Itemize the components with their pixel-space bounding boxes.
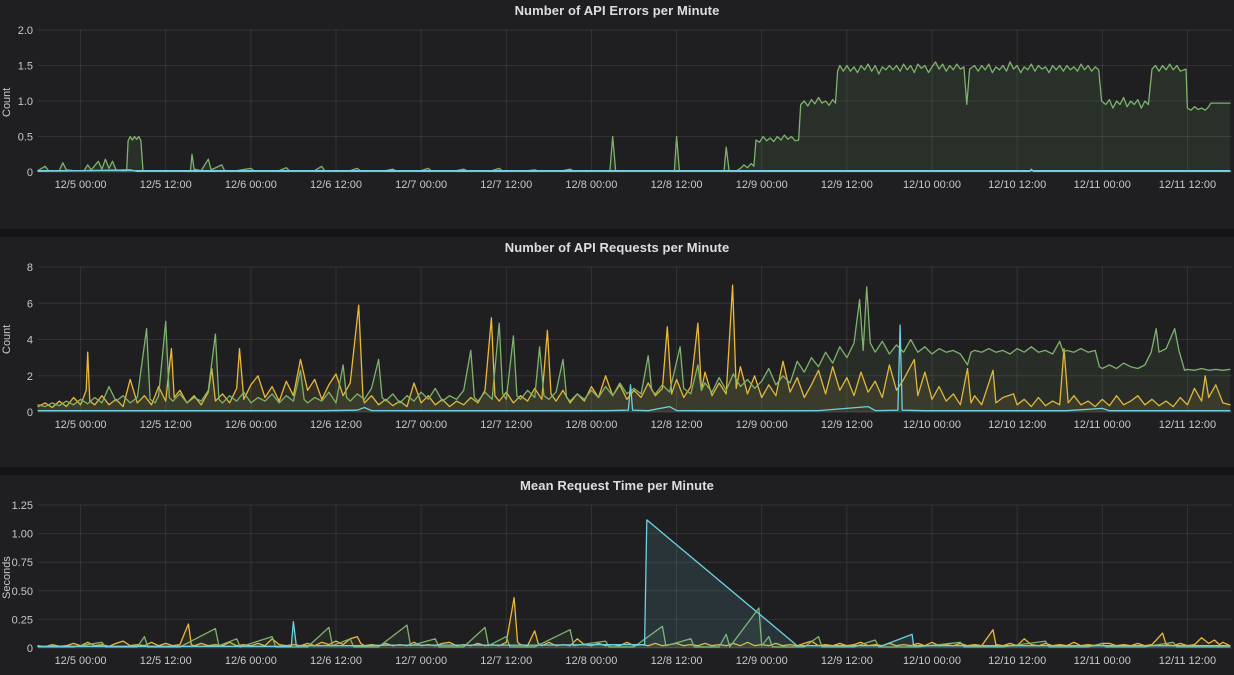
y-axis-unit-label: Seconds	[1, 556, 13, 599]
svg-text:0.50: 0.50	[12, 586, 33, 598]
svg-text:12/9 00:00: 12/9 00:00	[736, 419, 788, 431]
svg-text:12/10 12:00: 12/10 12:00	[988, 179, 1046, 191]
svg-text:12/11 00:00: 12/11 00:00	[1074, 419, 1131, 431]
svg-text:12/8 00:00: 12/8 00:00	[565, 655, 617, 667]
y-axis-unit-label: Count	[1, 324, 13, 355]
svg-text:12/11 00:00: 12/11 00:00	[1074, 655, 1131, 667]
svg-text:12/7 00:00: 12/7 00:00	[395, 419, 447, 431]
panel-mean-request-time: Mean Request Time per Minute Seconds 0 0.…	[0, 475, 1234, 675]
svg-text:2.0: 2.0	[18, 25, 33, 37]
svg-text:12/5 12:00: 12/5 12:00	[140, 419, 192, 431]
svg-text:12/6 12:00: 12/6 12:00	[310, 179, 362, 191]
svg-text:6: 6	[27, 298, 33, 310]
svg-text:12/10 00:00: 12/10 00:00	[903, 179, 961, 191]
svg-text:12/7 00:00: 12/7 00:00	[395, 179, 447, 191]
svg-text:1.5: 1.5	[18, 61, 33, 73]
svg-text:12/8 00:00: 12/8 00:00	[565, 179, 617, 191]
svg-text:12/7 12:00: 12/7 12:00	[480, 655, 532, 667]
svg-text:1.0: 1.0	[18, 96, 33, 108]
svg-text:0.5: 0.5	[18, 132, 33, 144]
svg-text:1.25: 1.25	[12, 500, 33, 512]
svg-text:12/8 12:00: 12/8 12:00	[651, 419, 703, 431]
svg-text:12/6 12:00: 12/6 12:00	[310, 419, 362, 431]
svg-text:1.00: 1.00	[12, 529, 33, 541]
svg-text:12/10 00:00: 12/10 00:00	[903, 655, 961, 667]
svg-text:8: 8	[27, 262, 33, 274]
svg-text:12/9 12:00: 12/9 12:00	[821, 419, 873, 431]
svg-text:12/9 00:00: 12/9 00:00	[736, 179, 788, 191]
svg-text:12/7 12:00: 12/7 12:00	[480, 419, 532, 431]
svg-text:12/5 00:00: 12/5 00:00	[55, 419, 107, 431]
svg-text:12/5 12:00: 12/5 12:00	[140, 179, 192, 191]
panel-api-requests: Number of API Requests per Minute Count …	[0, 237, 1234, 467]
y-axis-unit-label: Count	[1, 87, 13, 118]
chart-plot-area-mean-time[interactable]: 0 0.25 0.50 0.75 1.00 1.25 12/5 00:00 12/5 12:0…	[0, 475, 1234, 675]
svg-text:0: 0	[27, 407, 33, 419]
svg-text:12/9 12:00: 12/9 12:00	[821, 655, 873, 667]
svg-text:12/7 00:00: 12/7 00:00	[395, 655, 447, 667]
svg-text:12/6 00:00: 12/6 00:00	[225, 179, 277, 191]
svg-text:12/11 12:00: 12/11 12:00	[1159, 179, 1216, 191]
svg-text:12/6 00:00: 12/6 00:00	[225, 419, 277, 431]
svg-text:12/6 00:00: 12/6 00:00	[225, 655, 277, 667]
svg-text:12/5 00:00: 12/5 00:00	[55, 179, 107, 191]
svg-text:12/10 12:00: 12/10 12:00	[988, 655, 1046, 667]
panel-title-api-requests[interactable]: Number of API Requests per Minute	[504, 240, 730, 255]
svg-text:12/8 00:00: 12/8 00:00	[565, 419, 617, 431]
svg-text:12/11 00:00: 12/11 00:00	[1074, 179, 1131, 191]
svg-text:12/10 12:00: 12/10 12:00	[988, 419, 1046, 431]
svg-text:12/8 12:00: 12/8 12:00	[651, 179, 703, 191]
svg-text:12/8 12:00: 12/8 12:00	[651, 655, 703, 667]
panel-title-mean-request-time[interactable]: Mean Request Time per Minute	[520, 478, 714, 493]
panel-title-api-errors[interactable]: Number of API Errors per Minute	[514, 3, 720, 18]
svg-text:12/6 12:00: 12/6 12:00	[310, 655, 362, 667]
svg-text:2: 2	[27, 371, 33, 383]
svg-text:12/5 00:00: 12/5 00:00	[55, 655, 107, 667]
svg-text:4: 4	[27, 335, 33, 347]
svg-text:12/5 12:00: 12/5 12:00	[140, 655, 192, 667]
svg-text:12/9 00:00: 12/9 00:00	[736, 655, 788, 667]
svg-text:0.75: 0.75	[12, 557, 33, 569]
chart-plot-area-errors[interactable]: 0 0.5 1.0 1.5 2.0 12/5 00:00 12/5 12:00 12/6 00…	[0, 0, 1234, 229]
svg-text:0: 0	[27, 167, 33, 179]
svg-text:0.25: 0.25	[12, 614, 33, 626]
svg-text:12/10 00:00: 12/10 00:00	[903, 419, 961, 431]
svg-text:12/11 12:00: 12/11 12:00	[1159, 419, 1216, 431]
svg-text:12/7 12:00: 12/7 12:00	[480, 179, 532, 191]
svg-text:12/9 12:00: 12/9 12:00	[821, 179, 873, 191]
chart-plot-area-requests[interactable]: 0 2 4 6 8 12/5 00:00 12/5 12:00 12/6 00:00 12/6 …	[0, 237, 1234, 467]
svg-text:12/11 12:00: 12/11 12:00	[1159, 655, 1216, 667]
svg-text:0: 0	[27, 643, 33, 655]
